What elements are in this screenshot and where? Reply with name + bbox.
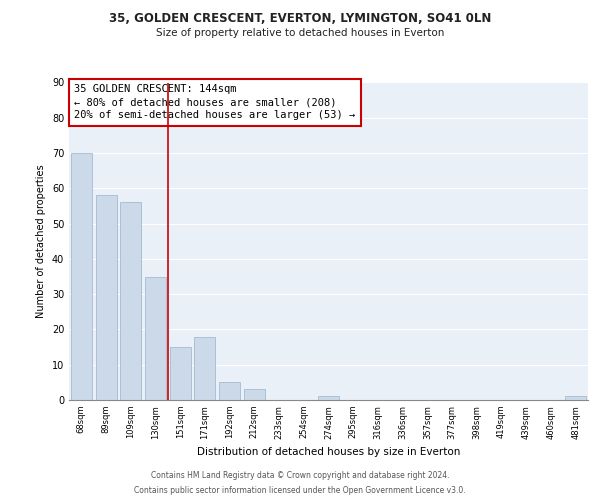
Bar (219, 382, 240, 400)
Bar (170, 347, 191, 400)
Bar (565, 396, 586, 400)
Bar (120, 202, 141, 400)
Bar (95, 196, 116, 400)
Bar (145, 276, 166, 400)
Text: Contains public sector information licensed under the Open Government Licence v3: Contains public sector information licen… (134, 486, 466, 495)
Y-axis label: Number of detached properties: Number of detached properties (36, 164, 46, 318)
Bar (194, 336, 215, 400)
Text: 35 GOLDEN CRESCENT: 144sqm
← 80% of detached houses are smaller (208)
20% of sem: 35 GOLDEN CRESCENT: 144sqm ← 80% of deta… (74, 84, 355, 120)
Text: Contains HM Land Registry data © Crown copyright and database right 2024.: Contains HM Land Registry data © Crown c… (151, 471, 449, 480)
Bar (71, 153, 92, 400)
Text: Size of property relative to detached houses in Everton: Size of property relative to detached ho… (156, 28, 444, 38)
Bar (318, 396, 339, 400)
Text: 35, GOLDEN CRESCENT, EVERTON, LYMINGTON, SO41 0LN: 35, GOLDEN CRESCENT, EVERTON, LYMINGTON,… (109, 12, 491, 26)
X-axis label: Distribution of detached houses by size in Everton: Distribution of detached houses by size … (197, 447, 460, 457)
Bar (244, 390, 265, 400)
